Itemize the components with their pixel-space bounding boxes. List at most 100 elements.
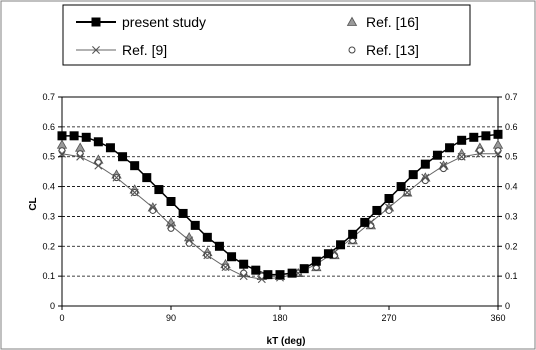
legend-marker [348, 46, 356, 54]
y-tick-label-left: 0.7 [42, 92, 55, 102]
y-tick-label-left: 0.5 [42, 152, 55, 162]
data-point-s0 [190, 220, 200, 230]
y-tick-label-left: 0.4 [42, 182, 55, 192]
x-tick-label: 360 [490, 313, 505, 323]
legend-marker [346, 16, 358, 26]
legend-marker [91, 17, 101, 27]
y-tick-label-right: 0.2 [505, 241, 518, 251]
data-point-s0 [299, 264, 309, 274]
y-tick-label-left: 0.1 [42, 271, 55, 281]
data-point-s0 [336, 240, 346, 250]
y-tick-label-right: 0.7 [505, 92, 518, 102]
data-point-s0 [130, 161, 140, 171]
legend-label: Ref. [9] [122, 42, 167, 58]
data-point-s1 [385, 203, 393, 212]
data-point-s0 [105, 143, 115, 153]
legend-entry: present study [76, 14, 206, 30]
series-layer [56, 129, 504, 284]
data-point-s0 [432, 150, 442, 160]
data-point-s3 [476, 147, 484, 155]
y-tick-label-right: 0.3 [505, 211, 518, 221]
data-point-s1 [239, 272, 248, 281]
data-point-s0 [311, 256, 321, 266]
y-tick-label-right: 0.4 [505, 182, 518, 192]
data-point-s1 [494, 149, 502, 158]
data-point-s1 [221, 263, 230, 272]
data-point-s3 [421, 177, 429, 185]
data-point-s0 [142, 173, 152, 183]
x-tick-label: 90 [166, 313, 176, 323]
legend-entry: Ref. [13] [348, 42, 419, 58]
y-tick-label-right: 0.5 [505, 152, 518, 162]
data-point-s0 [251, 265, 261, 275]
data-point-s0 [178, 208, 188, 218]
data-point-s0 [384, 194, 394, 204]
data-point-s0 [154, 185, 164, 195]
data-point-s3 [385, 206, 393, 214]
data-point-s3 [494, 147, 502, 155]
data-point-s0 [81, 132, 91, 142]
y-tick-label-left: 0.2 [42, 241, 55, 251]
data-point-s1 [148, 203, 157, 212]
x-tick-label: 0 [59, 313, 64, 323]
legend-entry: Ref. [16] [346, 14, 419, 30]
data-point-s0 [93, 137, 103, 147]
data-point-s1 [475, 149, 484, 158]
data-point-s1 [203, 251, 212, 260]
data-point-s0 [408, 170, 418, 180]
data-point-s0 [420, 159, 430, 169]
data-point-s3 [149, 206, 157, 214]
y-axis-label: CL [28, 197, 39, 210]
data-point-s1 [130, 188, 139, 197]
y-tick-label-left: 0.3 [42, 211, 55, 221]
data-point-s0 [166, 197, 176, 206]
data-point-s0 [445, 143, 455, 153]
data-point-s0 [227, 252, 237, 262]
data-point-s3 [76, 150, 84, 158]
data-point-s1 [457, 152, 466, 161]
data-point-s0 [118, 152, 128, 162]
data-point-s0 [214, 241, 224, 251]
data-point-s0 [396, 182, 406, 192]
y-tick-label-left: 0 [50, 301, 55, 311]
y-tick-label-left: 0.6 [42, 122, 55, 132]
legend-label: Ref. [13] [366, 42, 419, 58]
legend-box [62, 4, 471, 66]
x-axis-label: kT (deg) [267, 336, 306, 347]
data-point-s1 [58, 149, 66, 158]
x-tick-label: 180 [272, 313, 287, 323]
legend-marker [92, 46, 100, 54]
data-point-s0 [457, 135, 467, 145]
data-point-s0 [263, 270, 273, 280]
legend-label: Ref. [16] [366, 14, 419, 30]
data-point-s3 [58, 147, 66, 155]
axes: 0 00.1 0.10.2 0.20.3 0.30.4 0.40.5 0.50.6 0.60.… [42, 92, 517, 323]
data-point-s0 [287, 268, 297, 278]
y-tick-label-right: 0 [505, 301, 510, 311]
data-point-s1 [185, 236, 194, 245]
data-point-s0 [372, 205, 382, 215]
data-point-s0 [57, 131, 67, 141]
data-point-s3 [440, 165, 447, 173]
data-point-s1 [76, 152, 85, 161]
legend-label: present study [122, 14, 206, 30]
data-point-s0 [493, 129, 503, 139]
data-point-s0 [69, 131, 79, 141]
data-point-s1 [167, 221, 175, 230]
data-point-s3 [240, 269, 248, 277]
y-tick-label-right: 0.6 [505, 122, 518, 132]
data-point-s3 [94, 159, 102, 167]
data-point-s3 [185, 239, 193, 247]
data-point-s0 [360, 217, 370, 227]
data-point-s0 [275, 270, 285, 280]
data-point-s1 [94, 161, 103, 170]
data-point-s0 [469, 132, 479, 142]
data-point-s0 [239, 259, 249, 269]
y-tick-label-right: 0.1 [505, 271, 518, 281]
data-point-s1 [421, 173, 430, 182]
legend-entry: Ref. [9] [76, 42, 167, 58]
data-point-s0 [348, 229, 358, 239]
data-point-s0 [481, 131, 491, 141]
